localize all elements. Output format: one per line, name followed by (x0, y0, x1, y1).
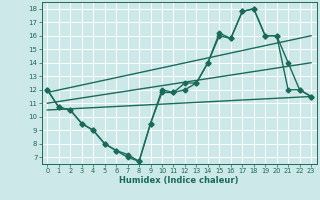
X-axis label: Humidex (Indice chaleur): Humidex (Indice chaleur) (119, 176, 239, 185)
